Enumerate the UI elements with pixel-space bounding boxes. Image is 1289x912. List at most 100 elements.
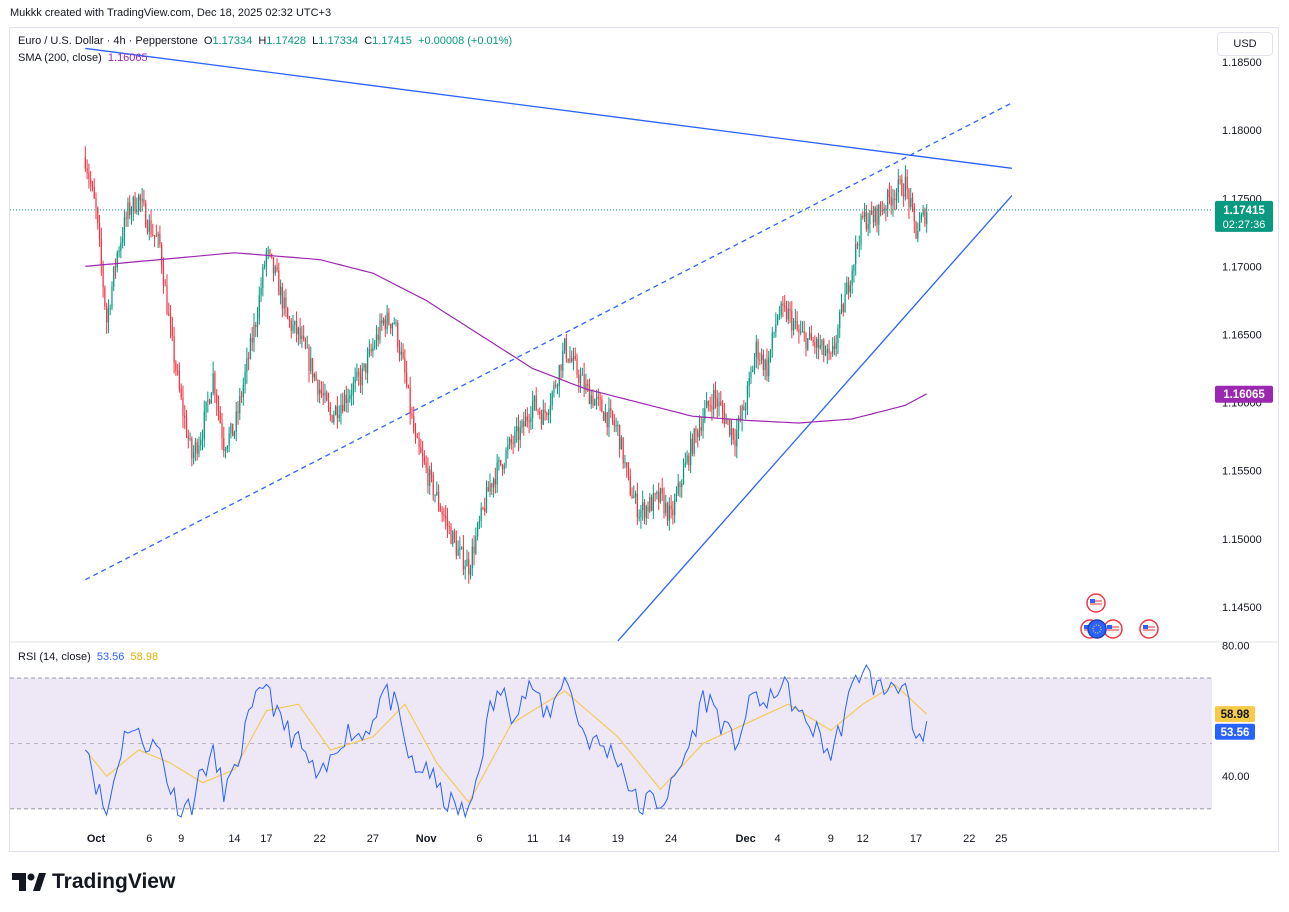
candle-body xyxy=(452,531,454,545)
candle-body xyxy=(523,421,525,427)
candle-body xyxy=(130,211,133,216)
candle-body xyxy=(342,404,344,411)
candle-body xyxy=(113,266,115,287)
candle-body xyxy=(475,536,477,554)
candle-body xyxy=(320,389,323,394)
candle-body xyxy=(860,215,862,245)
candle-body xyxy=(590,395,592,405)
candle-body xyxy=(750,371,752,378)
candle-body xyxy=(443,514,445,517)
low-value: 1.17334 xyxy=(318,35,359,47)
candle-body xyxy=(926,212,928,224)
candle-body xyxy=(469,568,472,575)
candle-body xyxy=(890,196,892,206)
rsi-ma-tag xyxy=(1215,706,1255,723)
candle-body xyxy=(642,502,644,511)
candle-body xyxy=(649,497,651,512)
candle-body xyxy=(390,324,392,329)
candle-body xyxy=(920,214,922,221)
candle-body xyxy=(381,320,383,324)
candle-body xyxy=(847,282,850,293)
candle-body xyxy=(532,401,534,418)
candle-body xyxy=(698,427,701,438)
price-tick-label: 1.18500 xyxy=(1222,57,1262,69)
candle-body xyxy=(519,427,521,441)
sma-legend-label: SMA (200, close) xyxy=(18,52,102,64)
us-flag-icon-canton xyxy=(1084,625,1089,629)
candle-body xyxy=(800,331,802,333)
candle-body xyxy=(808,333,811,339)
candle-body xyxy=(647,506,649,512)
candle-body xyxy=(516,426,518,432)
candle-body xyxy=(537,410,539,412)
candle-body xyxy=(445,516,447,518)
candle-body xyxy=(636,493,638,518)
candle-body xyxy=(505,450,507,466)
candle-body xyxy=(792,321,795,331)
candle-body xyxy=(879,204,882,211)
sma-price-label: 1.16065 xyxy=(1223,389,1265,401)
us-flag-icon-field xyxy=(1143,625,1155,633)
candle-body xyxy=(679,482,681,488)
candle-body xyxy=(903,195,905,197)
candle-body xyxy=(297,327,299,335)
candle-body xyxy=(510,438,512,443)
candle-body xyxy=(184,415,186,418)
candle-body xyxy=(633,496,635,498)
candle-body xyxy=(922,210,924,215)
candle-body xyxy=(762,354,765,370)
candle-body xyxy=(681,483,683,488)
time-tick-label: 22 xyxy=(963,833,975,845)
candle-body xyxy=(821,340,823,346)
candle-body xyxy=(397,322,399,348)
candle-body xyxy=(709,405,711,407)
time-tick-label: 6 xyxy=(476,833,482,845)
candle-body xyxy=(169,315,172,327)
time-tick-label: 25 xyxy=(995,833,1007,845)
candle-body xyxy=(212,373,214,393)
candle-body xyxy=(626,462,628,468)
candle-body xyxy=(484,508,486,512)
candle-body xyxy=(894,198,896,201)
eu-flag-ring xyxy=(1087,619,1107,639)
candle-body xyxy=(563,338,566,351)
candle-body xyxy=(697,431,699,438)
candle-body xyxy=(269,250,271,254)
candle-body xyxy=(146,227,149,232)
candle-body xyxy=(773,332,775,334)
candle-body xyxy=(248,357,250,359)
candle-body xyxy=(913,206,915,222)
candle-body xyxy=(533,395,536,402)
candle-body xyxy=(303,335,305,340)
candle-body xyxy=(276,266,278,271)
candle-body xyxy=(784,305,786,307)
candle-body xyxy=(753,357,756,370)
candle-body xyxy=(805,333,807,350)
us-flag-icon xyxy=(1103,619,1123,639)
candle-body xyxy=(549,404,552,413)
candle-body xyxy=(878,204,880,225)
candle-body xyxy=(716,398,718,407)
candle-body xyxy=(437,491,440,507)
candle-body xyxy=(329,406,331,416)
candle-body xyxy=(162,266,165,286)
candle-body xyxy=(748,377,750,386)
candle-body xyxy=(812,340,814,343)
candle-body xyxy=(132,196,134,212)
candle-body xyxy=(95,198,97,208)
candle-body xyxy=(688,455,690,466)
candle-body xyxy=(611,411,614,421)
candle-body xyxy=(244,371,246,385)
rsi-ma-line xyxy=(84,683,928,804)
candle-body xyxy=(819,345,821,348)
currency-button[interactable]: USD xyxy=(1217,32,1273,56)
candle-body xyxy=(249,337,252,359)
candle-body xyxy=(480,507,482,521)
candle-body xyxy=(604,412,607,421)
candle-body xyxy=(164,285,166,287)
candle-body xyxy=(631,495,633,498)
time-tick-label: 19 xyxy=(612,833,624,845)
candle-body xyxy=(260,288,262,296)
candle-body xyxy=(333,414,335,423)
